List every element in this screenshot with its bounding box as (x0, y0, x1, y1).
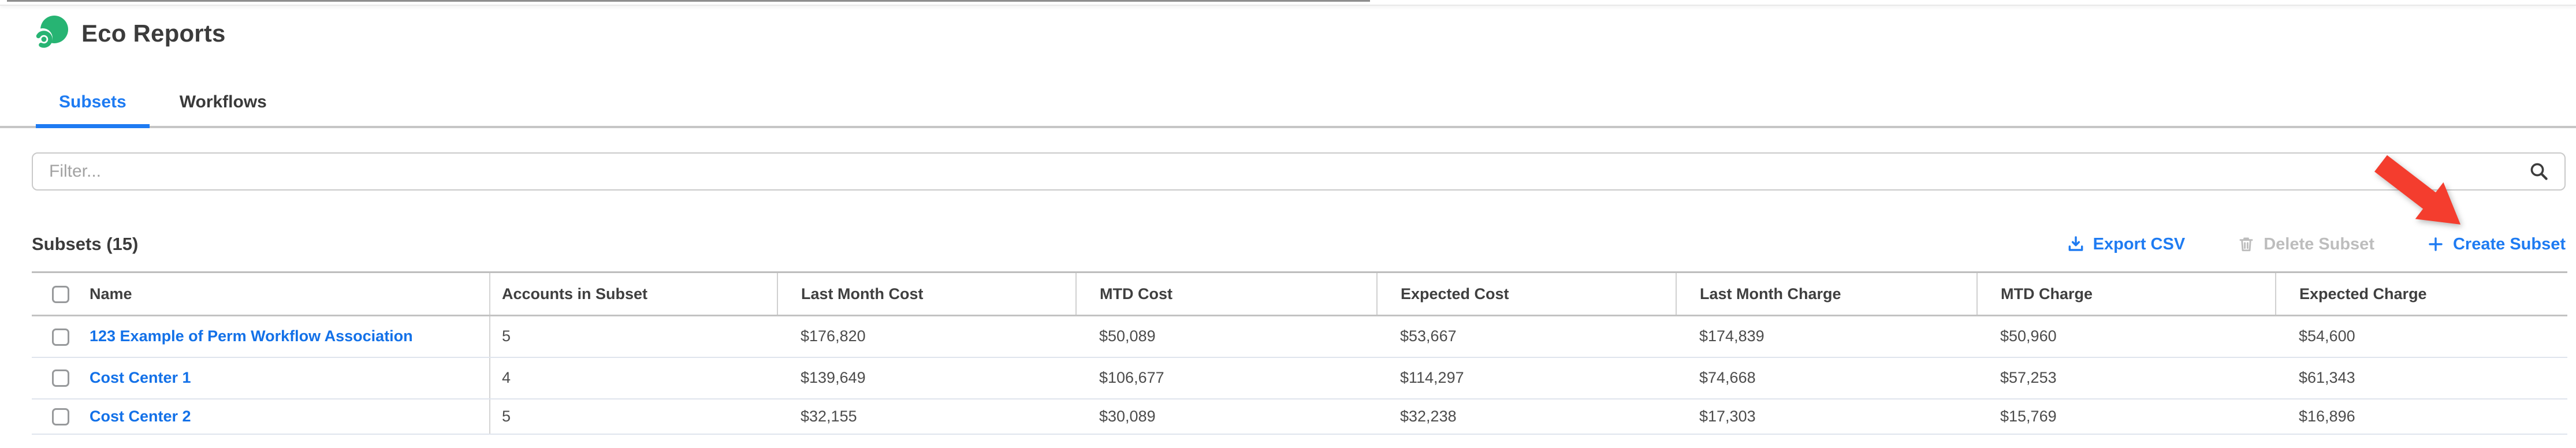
column-header-mtd-cost: MTD Cost (1075, 271, 1377, 316)
table-header-row: Name Accounts in Subset Last Month Cost … (32, 271, 2567, 316)
column-header-expected-cost: Expected Cost (1376, 271, 1676, 316)
cell-last-month-cost: $139,649 (777, 357, 1076, 400)
cell-expected-cost: $114,297 (1377, 357, 1676, 400)
cell-mtd-cost: $50,089 (1076, 315, 1377, 358)
select-all-checkbox[interactable] (52, 285, 69, 303)
column-header-accounts: Accounts in Subset (489, 271, 777, 316)
column-header-last-month-charge: Last Month Charge (1676, 271, 1977, 316)
row-checkbox[interactable] (52, 408, 69, 425)
cell-expected-charge: $54,600 (2276, 315, 2567, 358)
table-row: Cost Center 1 4 $139,649 $106,677 $114,2… (32, 357, 2567, 400)
cell-expected-charge: $61,343 (2276, 357, 2567, 400)
cell-last-month-cost: $32,155 (777, 398, 1076, 435)
cell-expected-cost: $53,667 (1377, 315, 1676, 358)
export-csv-label: Export CSV (2093, 234, 2186, 253)
subset-name-link[interactable]: Cost Center 2 (90, 407, 191, 425)
window-top-edge (0, 0, 2576, 6)
download-icon (2068, 236, 2083, 251)
table-row: 123 Example of Perm Workflow Association… (32, 315, 2567, 358)
tab-bar: Subsets Workflows (0, 85, 2576, 128)
filter-bar (32, 152, 2566, 191)
subsets-toolbar: Subsets (15) Export CSV Delete Subset Cr… (32, 226, 2566, 262)
cell-mtd-cost: $106,677 (1076, 357, 1377, 400)
export-csv-button[interactable]: Export CSV (2067, 234, 2186, 254)
cell-last-month-charge: $17,303 (1676, 398, 1977, 435)
subsets-table: Name Accounts in Subset Last Month Cost … (32, 271, 2567, 435)
cell-mtd-charge: $50,960 (1977, 315, 2276, 358)
search-icon[interactable] (2529, 161, 2549, 182)
row-checkbox[interactable] (52, 369, 69, 387)
column-header-mtd-charge: MTD Charge (1976, 271, 2276, 316)
window-top-edge-shade (7, 0, 1370, 2)
subset-name-link[interactable]: 123 Example of Perm Workflow Association (90, 327, 413, 345)
row-checkbox[interactable] (52, 328, 69, 346)
cell-expected-cost: $32,238 (1377, 398, 1676, 435)
column-header-name: Name (90, 271, 490, 316)
filter-input[interactable] (32, 152, 2566, 191)
eco-logo-icon (33, 16, 68, 48)
delete-subset-button[interactable]: Delete Subset (2237, 235, 2374, 254)
table-row: Cost Center 2 5 $32,155 $30,089 $32,238 … (32, 398, 2567, 435)
subsets-count-title: Subsets (15) (32, 234, 139, 254)
tab-subsets[interactable]: Subsets (36, 92, 150, 128)
cell-mtd-charge: $57,253 (1977, 357, 2276, 400)
trash-icon (2239, 237, 2253, 252)
cell-mtd-charge: $15,769 (1977, 398, 2276, 435)
tab-workflows[interactable]: Workflows (179, 92, 267, 111)
cell-expected-charge: $16,896 (2276, 398, 2567, 435)
cell-last-month-cost: $176,820 (777, 315, 1076, 358)
column-header-expected-charge: Expected Charge (2275, 271, 2567, 316)
create-subset-label: Create Subset (2452, 234, 2566, 253)
cell-mtd-cost: $30,089 (1076, 398, 1377, 435)
cell-accounts: 5 (489, 315, 777, 358)
toolbar-actions: Export CSV Delete Subset Create Subset (2067, 235, 2566, 254)
app-header: Eco Reports (32, 15, 226, 52)
cell-last-month-charge: $74,668 (1676, 357, 1977, 400)
cell-last-month-charge: $174,839 (1676, 315, 1977, 358)
delete-subset-label: Delete Subset (2264, 234, 2374, 253)
cell-accounts: 4 (489, 357, 777, 400)
page-title: Eco Reports (81, 20, 226, 47)
cell-accounts: 5 (489, 398, 777, 435)
column-header-last-month-cost: Last Month Cost (777, 271, 1076, 316)
create-subset-button[interactable]: Create Subset (2426, 235, 2566, 254)
subset-name-link[interactable]: Cost Center 1 (90, 369, 191, 386)
plus-icon (2429, 237, 2443, 251)
